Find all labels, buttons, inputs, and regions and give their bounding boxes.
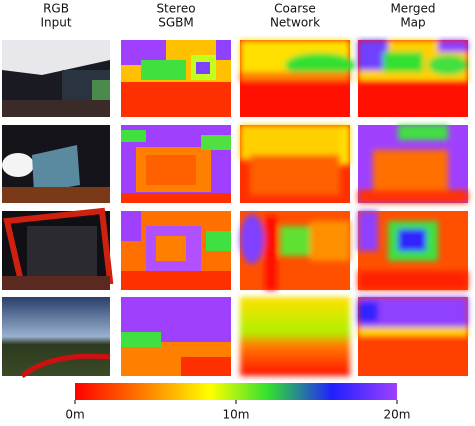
stereo-map-shape xyxy=(121,211,141,241)
column-header: Coarse xyxy=(274,2,316,16)
coarse-map-shape-shape xyxy=(265,216,277,290)
coarse-map-shape-shape xyxy=(250,155,340,195)
merged-map-shape xyxy=(358,40,468,82)
merged-map xyxy=(358,125,468,203)
rgb-image-shape xyxy=(2,153,34,177)
column-header: Merged xyxy=(390,2,435,16)
stereo-map-shape xyxy=(146,155,196,185)
stereo-map-shape xyxy=(121,271,231,290)
coarse-map xyxy=(240,125,350,203)
stereo-map xyxy=(121,125,231,203)
stereo-map-shape xyxy=(141,60,186,80)
merged-map-shape-shape xyxy=(398,125,448,140)
stereo-map-shape xyxy=(121,332,161,347)
merged-map xyxy=(358,211,468,290)
coarse-map-shape-shape xyxy=(240,72,350,82)
rgb-image-shape xyxy=(2,40,110,75)
coarse-map xyxy=(240,211,350,290)
colorbar-label: 20m xyxy=(384,408,411,422)
merged-map xyxy=(358,40,468,117)
column-header: Input xyxy=(40,16,71,30)
coarse-map-shape-shape xyxy=(285,53,355,77)
merged-map-shape-shape xyxy=(373,150,448,190)
rgb-image-shape xyxy=(2,100,110,117)
rgb-image-shape xyxy=(92,80,110,100)
colorbar-label: 10m xyxy=(223,408,250,422)
column-header: SGBM xyxy=(158,16,194,30)
coarse-map-shape xyxy=(240,297,350,376)
coarse-map-shape xyxy=(240,40,355,82)
rgb-image xyxy=(2,40,110,117)
column-header: Stereo xyxy=(156,2,195,16)
coarse-map-shape xyxy=(240,214,350,290)
stereo-map xyxy=(121,211,231,290)
coarse-map-shape-shape xyxy=(340,125,350,165)
stereo-map-shape xyxy=(121,130,146,142)
rgb-image-shape xyxy=(2,297,110,376)
column-header: Network xyxy=(270,16,320,30)
merged-map-shape-shape xyxy=(358,211,378,251)
stereo-map-shape xyxy=(216,40,231,60)
merged-map-shape xyxy=(358,211,468,290)
stereo-map xyxy=(121,297,231,376)
rgb-image-shape xyxy=(27,226,97,276)
rgb-image-shape xyxy=(20,353,111,378)
colorbar xyxy=(75,383,397,400)
stereo-map-shape xyxy=(121,193,231,203)
coarse-map-shape-shape xyxy=(310,221,350,261)
coarse-map-shape-shape xyxy=(240,214,264,264)
merged-map-shape-shape xyxy=(438,40,468,52)
rgb-image xyxy=(2,207,114,290)
merged-map-shape-shape xyxy=(358,327,468,337)
coarse-map xyxy=(240,40,355,117)
merged-map-shape xyxy=(358,297,468,337)
coarse-map-shape-shape xyxy=(240,125,350,160)
stereo-map-shape xyxy=(156,236,186,261)
colorbar-label: 0m xyxy=(65,408,84,422)
coarse-map-shape xyxy=(240,125,350,195)
merged-map xyxy=(358,297,468,376)
column-header: RGB xyxy=(43,2,69,16)
column-header: Map xyxy=(400,16,425,30)
stereo-map-shape xyxy=(196,62,210,74)
rgb-image xyxy=(2,297,111,378)
merged-map-shape-shape xyxy=(358,271,468,290)
merged-map-shape-shape xyxy=(358,302,378,322)
rgb-image xyxy=(2,125,110,203)
rgb-image-shape xyxy=(2,276,110,290)
merged-map-shape-shape xyxy=(428,55,468,75)
stereo-map-shape xyxy=(181,357,231,376)
merged-map-shape xyxy=(358,125,468,203)
merged-map-shape-shape xyxy=(383,52,423,72)
colorbar-labels: 0m 10m 20m xyxy=(65,400,410,422)
stereo-map xyxy=(121,40,231,117)
merged-map-shape-shape xyxy=(358,190,468,203)
stereo-map-shape xyxy=(201,135,231,150)
coarse-map xyxy=(240,297,350,376)
rgb-image-shape xyxy=(2,187,110,203)
rgb-image-shape xyxy=(32,145,80,193)
merged-map-shape-shape xyxy=(398,229,426,251)
stereo-map-shape xyxy=(206,231,231,251)
